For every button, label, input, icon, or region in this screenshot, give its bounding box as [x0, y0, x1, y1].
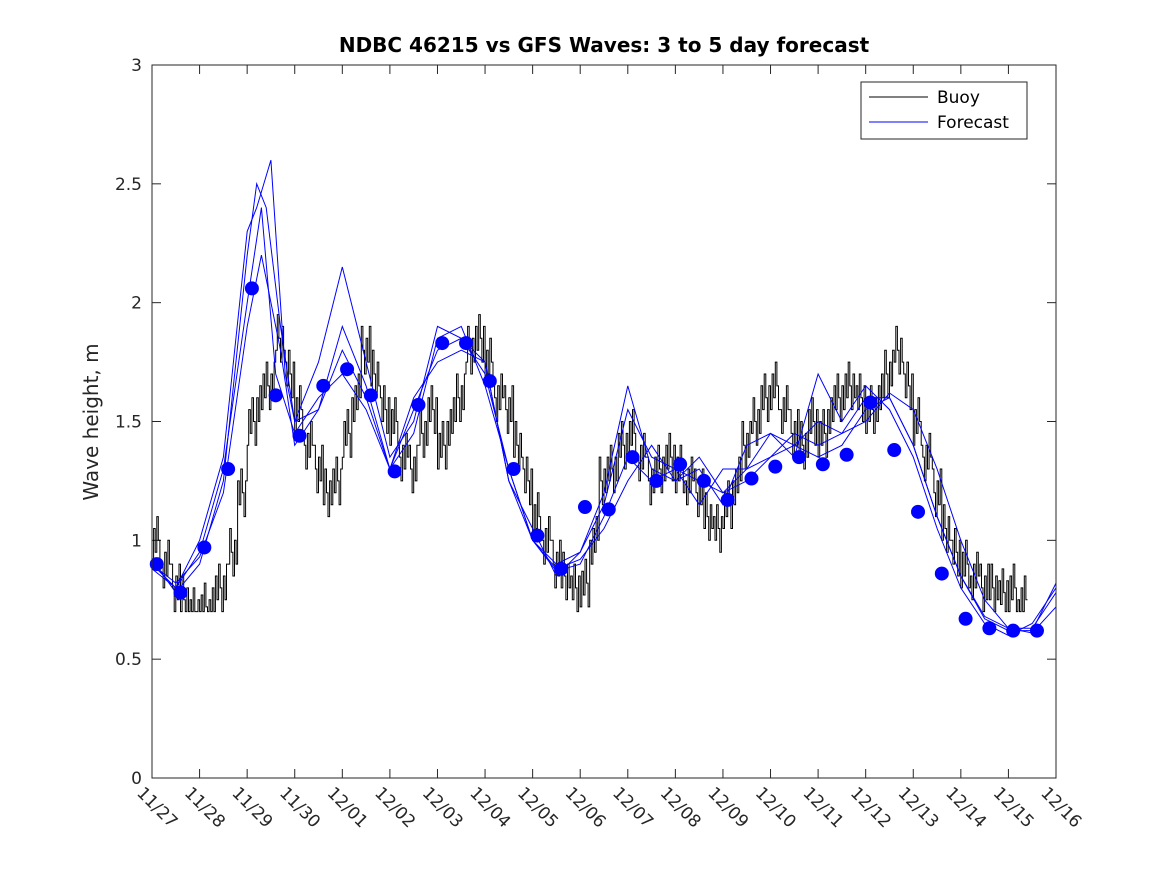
forecast-marker: [1029, 623, 1044, 638]
forecast-marker: [792, 450, 807, 465]
forecast-marker: [363, 388, 378, 403]
forecast-marker: [696, 473, 711, 488]
forecast-marker: [958, 611, 973, 626]
forecast-marker: [221, 462, 236, 477]
forecast-marker: [197, 540, 212, 555]
forecast-marker: [839, 447, 854, 462]
y-tick-label: 2.5: [115, 175, 142, 195]
forecast-marker: [673, 457, 688, 472]
forecast-marker: [554, 561, 569, 576]
y-tick-label: 0: [131, 769, 142, 789]
forecast-marker: [768, 459, 783, 474]
forecast-marker: [934, 566, 949, 581]
y-tick-label: 1: [131, 531, 142, 551]
legend-forecast-label: Forecast: [937, 113, 1009, 133]
axis-ticks: [151, 64, 1057, 779]
y-tick-label: 1.5: [115, 413, 142, 433]
legend-box: [860, 81, 1028, 140]
y-tick-label: 3: [131, 56, 142, 76]
buoy-series-line: [152, 314, 1028, 613]
forecast-marker: [530, 528, 545, 543]
legend: Buoy Forecast: [860, 81, 1028, 140]
forecast-marker: [173, 585, 188, 600]
forecast-marker: [482, 374, 497, 389]
forecast-marker: [577, 500, 592, 515]
plot-frame: [151, 64, 1057, 779]
y-tick-label: 2: [131, 294, 142, 314]
forecast-marker: [744, 471, 759, 486]
forecast-marker: [435, 336, 450, 351]
forecast-marker: [887, 443, 902, 458]
forecast-marker: [625, 450, 640, 465]
forecast-marker: [649, 473, 664, 488]
forecast-marker: [292, 428, 307, 443]
forecast-marker: [601, 502, 616, 517]
forecast-series-line: [151, 255, 1057, 634]
forecast-marker: [387, 464, 402, 479]
chart-title: NDBC 46215 vs GFS Waves: 3 to 5 day fore…: [339, 33, 870, 57]
series-layer: [149, 159, 1057, 638]
legend-buoy-label: Buoy: [937, 88, 980, 108]
forecast-marker: [720, 492, 735, 507]
y-tick-label: 0.5: [115, 650, 142, 670]
forecast-marker: [911, 504, 926, 519]
forecast-marker: [1006, 623, 1021, 638]
y-tick-labels: 0 0.5 1 1.5 2 2.5 3: [115, 56, 142, 789]
forecast-series-line: [151, 159, 1057, 629]
forecast-marker: [982, 621, 997, 636]
forecast-marker: [244, 281, 259, 296]
forecast-marker: [340, 362, 355, 377]
forecast-marker: [149, 557, 164, 572]
forecast-marker: [411, 397, 426, 412]
forecast-marker: [316, 378, 331, 393]
forecast-marker: [268, 388, 283, 403]
forecast-marker: [863, 395, 878, 410]
forecast-marker: [459, 336, 474, 351]
forecast-marker: [506, 462, 521, 477]
y-axis-label: Wave height, m: [79, 343, 103, 500]
forecast-marker: [815, 457, 830, 472]
